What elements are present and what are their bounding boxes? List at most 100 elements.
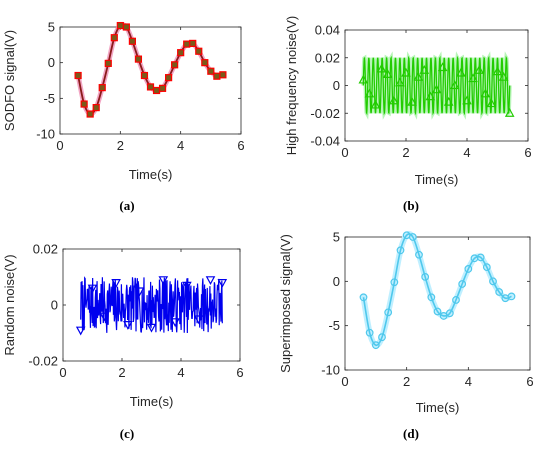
data-point <box>489 277 497 286</box>
x-tick-label: 6 <box>237 138 244 153</box>
data-point <box>74 71 82 80</box>
data-point <box>439 312 448 320</box>
x-tick-label: 0 <box>341 374 348 389</box>
data-point <box>452 296 460 304</box>
series-line-d <box>362 233 512 347</box>
x-tick-label: 0 <box>59 365 66 380</box>
y-axis-label: Random noise(V) <box>2 254 17 355</box>
data-point <box>183 40 191 48</box>
data-point <box>371 341 380 350</box>
x-axis-label: Time(s) <box>415 172 459 187</box>
data-point <box>75 326 86 336</box>
y-axis-label: SODFO signal(V) <box>2 30 17 131</box>
y-tick-label: -5 <box>43 91 55 106</box>
data-point <box>99 312 110 322</box>
data-point <box>427 293 436 302</box>
data-point <box>98 84 106 92</box>
data-point <box>189 39 197 48</box>
y-tick-label: 0 <box>333 274 340 289</box>
x-tick-label: 4 <box>177 365 184 380</box>
data-point <box>122 23 130 31</box>
data-point <box>408 233 417 241</box>
data-point <box>193 315 204 325</box>
x-tick-label: 6 <box>236 365 243 380</box>
data-point <box>158 276 169 286</box>
data-point <box>111 279 121 288</box>
data-point <box>364 88 375 98</box>
data-point <box>110 34 118 42</box>
data-point <box>486 98 497 108</box>
data-point <box>158 84 167 92</box>
data-point <box>146 83 155 91</box>
data-point <box>370 99 381 109</box>
data-point <box>104 59 112 67</box>
y-tick-label: -0.02 <box>310 106 340 121</box>
plot-area-d <box>344 236 531 371</box>
data-point <box>413 71 424 81</box>
series-halo-a <box>75 22 226 117</box>
data-point <box>433 307 442 316</box>
caption-b: (b) <box>403 198 419 213</box>
data-point <box>146 323 157 333</box>
y-axis-label: Superimposed signal(V) <box>278 234 293 373</box>
y-tick-label: -0.04 <box>310 134 340 149</box>
x-tick-label: 2 <box>118 365 125 380</box>
x-tick-label: 4 <box>463 145 470 160</box>
data-point <box>382 69 393 78</box>
x-tick-label: 6 <box>526 374 533 389</box>
y-tick-label: 5 <box>48 20 55 35</box>
data-point <box>116 21 124 30</box>
data-point <box>128 37 136 45</box>
data-point <box>482 263 491 272</box>
data-point <box>462 95 472 105</box>
data-point <box>388 95 399 105</box>
data-point <box>376 63 387 73</box>
data-point <box>401 67 411 77</box>
data-point <box>365 328 374 337</box>
data-point <box>458 280 467 288</box>
data-point <box>171 61 179 69</box>
y-axis-label: High frequency noise(V) <box>284 16 299 155</box>
data-point <box>165 74 173 82</box>
data-point <box>464 265 473 273</box>
data-point <box>507 292 516 301</box>
caption-c: (c) <box>120 426 134 441</box>
data-point <box>92 104 100 112</box>
data-point <box>177 49 185 57</box>
data-point <box>407 96 417 106</box>
series-line-c <box>80 276 223 333</box>
x-axis-label: Time(s) <box>129 167 173 182</box>
data-point <box>358 74 369 84</box>
y-tick-label: -10 <box>36 127 55 142</box>
data-point <box>170 318 180 328</box>
x-tick-label: 2 <box>403 374 410 389</box>
data-point <box>415 250 423 259</box>
data-point <box>378 333 386 342</box>
data-point <box>456 67 466 77</box>
data-point <box>207 67 215 75</box>
y-tick-label: 0.02 <box>315 50 340 65</box>
data-point <box>195 47 203 55</box>
data-point <box>359 293 368 302</box>
y-tick-label: -10 <box>321 363 340 378</box>
data-point <box>395 77 405 87</box>
panel-b: (b) 0 2 4 6 -0.04 -0.02 0 0.02 0.04 Time(s) High f… <box>284 16 532 213</box>
data-point <box>468 73 478 83</box>
data-point <box>123 321 133 330</box>
x-tick-label: 0 <box>56 138 63 153</box>
x-tick-label: 0 <box>341 145 348 160</box>
data-point <box>205 276 216 286</box>
data-point <box>425 91 436 101</box>
data-point <box>476 253 485 262</box>
x-axis-label: Time(s) <box>130 394 174 409</box>
y-tick-label: 0.02 <box>33 242 58 257</box>
y-tick-label: 5 <box>333 230 340 245</box>
data-point <box>134 287 145 297</box>
panel-d: (d) 0 2 4 6 -10 -5 0 5 Time(s) Superimposed signa… <box>278 230 534 442</box>
data-point <box>504 107 515 117</box>
data-point <box>431 84 442 94</box>
data-point <box>384 308 393 317</box>
y-tick-label: -5 <box>328 318 340 333</box>
data-point <box>140 71 149 80</box>
series-halo-d <box>360 230 515 349</box>
